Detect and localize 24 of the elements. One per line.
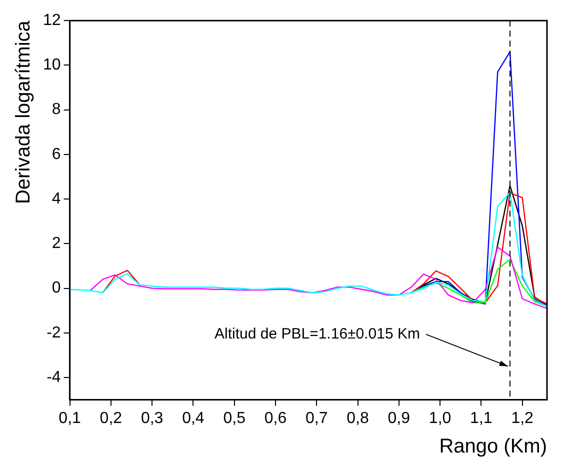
x-tick-label: 0,7 <box>306 410 328 427</box>
x-tick-label: 0,2 <box>100 410 122 427</box>
x-tick-label: 0,4 <box>182 410 204 427</box>
x-axis-title: Rango (Km) <box>439 436 547 458</box>
x-tick-label: 0,9 <box>388 410 410 427</box>
y-tick-label: 0 <box>52 280 61 297</box>
x-tick-label: 0,8 <box>346 410 369 427</box>
annotation: Altitud de PBL=1.16±0.015 Km <box>214 325 420 342</box>
y-tick-label: 4 <box>52 190 61 208</box>
y-tick-label: -2 <box>46 324 61 342</box>
y-tick-label: 2 <box>52 235 61 252</box>
y-tick-label: 6 <box>52 146 61 163</box>
x-tick-label: 0,1 <box>58 410 82 427</box>
x-tick-label: 0,3 <box>140 410 164 427</box>
y-tick-label: -4 <box>46 368 61 386</box>
y-tick-label: 10 <box>43 56 61 74</box>
y-axis-title: Derivada logarítmica <box>12 20 35 204</box>
x-tick-label: 1,2 <box>511 410 534 427</box>
y-tick-label: 12 <box>43 12 61 30</box>
y-tick-label: 8 <box>52 101 61 118</box>
x-tick-label: 0,6 <box>264 410 287 427</box>
x-tick-label: 0,5 <box>223 410 246 427</box>
x-tick-label: 1,0 <box>428 410 452 427</box>
x-tick-label: 1,1 <box>470 410 492 427</box>
